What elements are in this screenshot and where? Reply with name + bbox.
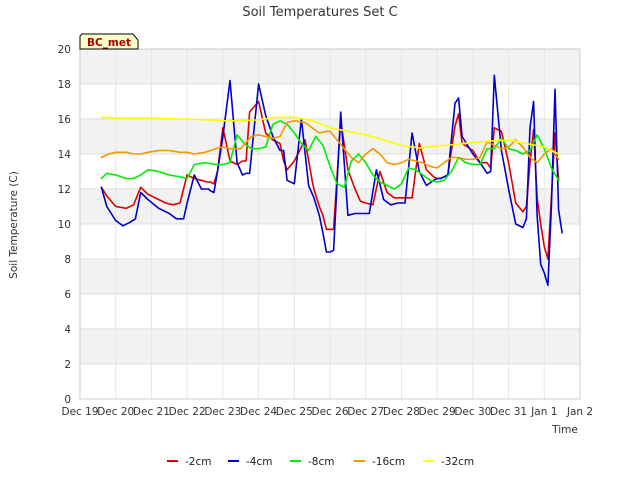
y-tick-label: 20 — [58, 44, 71, 56]
x-tick-label: Dec 30 — [454, 406, 491, 418]
legend-entry: -8cm — [308, 456, 334, 468]
x-tick-label: Dec 22 — [169, 406, 206, 418]
y-tick-label: 8 — [64, 254, 71, 266]
x-tick-label: Jan 1 — [530, 406, 557, 418]
y-tick-label: 10 — [58, 219, 71, 231]
x-tick-label: Dec 20 — [97, 406, 134, 418]
station-label-box: BC_met — [79, 33, 139, 50]
y-tick-label: 16 — [58, 114, 72, 126]
y-tick-label: 6 — [64, 289, 71, 301]
legend-entry: -4cm — [246, 456, 272, 468]
x-tick-label: Jan 2 — [566, 406, 593, 418]
y-tick-label: 0 — [64, 394, 71, 406]
x-tick-label: Dec 19 — [61, 406, 98, 418]
legend-entry: -32cm — [441, 456, 474, 468]
x-axis-label: Time — [551, 424, 578, 436]
x-tick-label: Dec 26 — [311, 406, 348, 418]
x-tick-label: Dec 28 — [383, 406, 420, 418]
y-tick-label: 12 — [58, 184, 71, 196]
y-tick-label: 14 — [58, 149, 72, 161]
x-tick-label: Dec 24 — [240, 406, 277, 418]
y-tick-label: 18 — [58, 79, 71, 91]
y-axis-label: Soil Temperature (C) — [8, 171, 20, 279]
legend-entry: -16cm — [372, 456, 405, 468]
x-tick-label: Dec 21 — [133, 406, 170, 418]
legend: -2cm -4cm -8cm -16cm -32cm — [167, 456, 474, 468]
chart-title: Soil Temperatures Set C — [242, 5, 397, 20]
y-axis-ticks: 0 2 4 6 8 10 12 14 16 18 20 — [58, 44, 72, 406]
x-tick-label: Dec 31 — [490, 406, 527, 418]
plot-area-frame — [79, 48, 581, 400]
y-tick-label: 4 — [64, 324, 71, 336]
x-tick-label: Dec 29 — [419, 406, 456, 418]
series-line--2cm — [100, 100, 560, 260]
x-tick-label: Dec 25 — [276, 406, 313, 418]
series-line--32cm — [100, 116, 560, 155]
station-label: BC_met — [87, 37, 131, 49]
y-tick-label: 2 — [64, 359, 71, 371]
x-tick-label: Dec 27 — [347, 406, 384, 418]
x-tick-label: Dec 23 — [204, 406, 241, 418]
series-line--4cm — [100, 74, 563, 287]
series-line--8cm — [100, 120, 560, 190]
legend-entry: -2cm — [185, 456, 211, 468]
series-layer — [100, 74, 563, 287]
